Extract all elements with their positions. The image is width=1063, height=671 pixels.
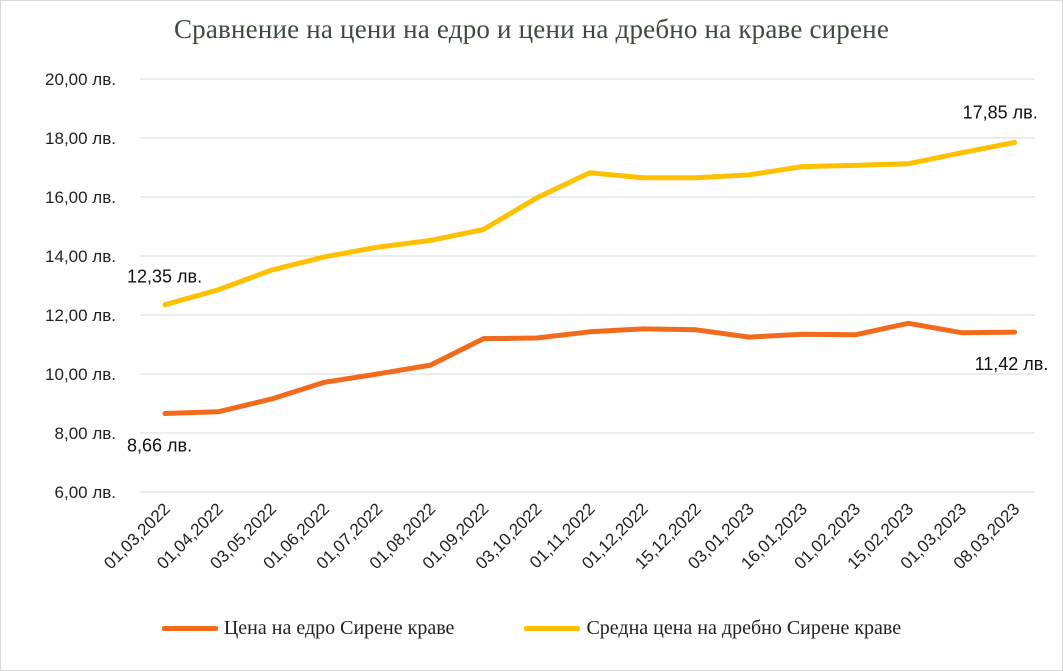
series-lines: [162, 139, 1018, 416]
y-tick-label: 10,00 лв.: [45, 365, 116, 384]
chart-legend: Цена на едро Сирене краве Средна цена на…: [0, 617, 1063, 640]
data-label-last: 11,42 лв.: [975, 354, 1049, 374]
y-tick-label: 12,00 лв.: [45, 306, 116, 325]
data-label-first: 8,66 лв.: [127, 436, 192, 456]
y-tick-label: 20,00 лв.: [45, 70, 116, 89]
y-tick-label: 16,00 лв.: [45, 188, 116, 207]
y-tick-label: 18,00 лв.: [45, 129, 116, 148]
series-line-1: [162, 139, 1018, 308]
legend-label-wholesale: Цена на едро Сирене краве: [223, 617, 455, 639]
series-line-0: [162, 320, 1018, 416]
data-labels: 8,66 лв. 11,42 лв. 12,35 лв. 17,85 лв.: [127, 102, 1048, 455]
legend-label-retail: Средна цена на дребно Сирене краве: [586, 617, 902, 639]
legend-item-retail: Средна цена на дребно Сирене краве: [524, 617, 901, 640]
legend-swatch-wholesale: [161, 626, 218, 631]
y-axis-ticks: 6,00 лв. 8,00 лв. 10,00 лв. 12,00 лв. 14,00 …: [45, 70, 116, 502]
legend-item-wholesale: Цена на едро Сирене краве: [161, 617, 455, 640]
y-tick-label: 6,00 лв.: [55, 483, 116, 502]
data-label-first: 12,35 лв.: [127, 267, 202, 287]
legend-swatch-retail: [524, 626, 581, 631]
chart-title: Сравнение на цени на едро и цени на дреб…: [173, 14, 890, 44]
y-tick-label: 14,00 лв.: [45, 247, 116, 266]
grid-lines: [140, 78, 1035, 493]
y-tick-label: 8,00 лв.: [55, 424, 116, 443]
x-axis-ticks: 01,03,202201,04,202203,05,202201,06,2022…: [100, 499, 1023, 573]
data-label-last: 17,85 лв.: [963, 102, 1038, 122]
